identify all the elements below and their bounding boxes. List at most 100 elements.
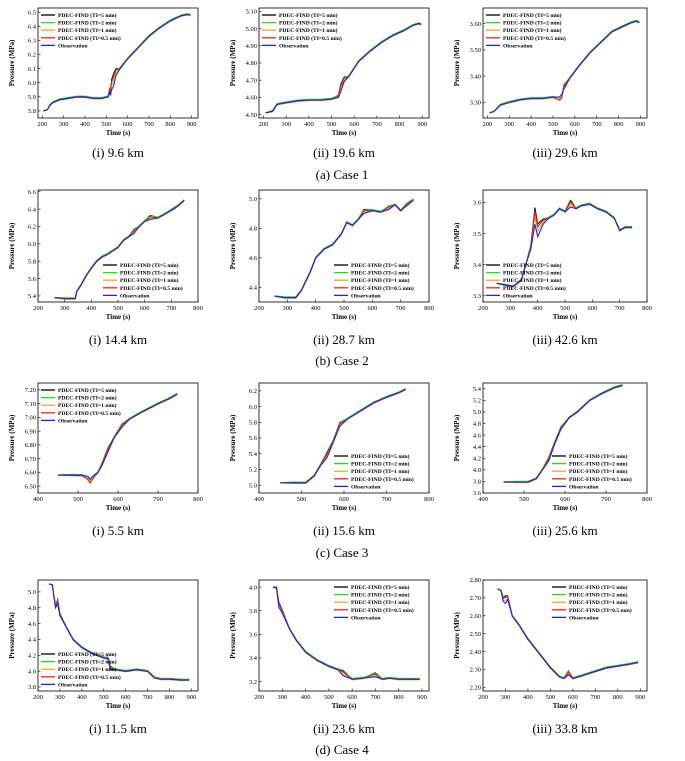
- x-tick-label: 800: [394, 694, 404, 701]
- legend-label: PDEC-FIND (TI=5 min): [569, 584, 628, 591]
- y-tick-label: 5.0: [249, 482, 257, 489]
- x-tick-label: 500: [519, 496, 529, 503]
- y-tick-label: 4.80: [246, 60, 257, 67]
- y-tick-label: 4.4: [28, 637, 37, 644]
- chart-c2c: 200 300 400 500 600 700 800 3.3 3.4 3.5 3.6 Time (s…: [453, 189, 652, 347]
- x-tick-label: 600: [349, 121, 359, 128]
- x-tick-label: 200: [37, 121, 47, 128]
- y-tick-label: 6.60: [25, 470, 36, 477]
- y-tick-label: 4.6: [28, 621, 37, 628]
- legend-label: PDEC-FIND (TI=5 min): [120, 262, 179, 269]
- series-line-ti1: [503, 385, 623, 484]
- x-tick-label: 400: [254, 496, 264, 503]
- legend-label: PDEC-FIND (TI=1 min): [351, 277, 410, 284]
- x-tick-label: 700: [592, 121, 602, 128]
- legend-label: Observation: [569, 484, 599, 490]
- x-tick-label: 700: [601, 496, 611, 503]
- y-tick-label: 3.50: [470, 47, 481, 54]
- legend: PDEC-FIND (TI=5 min)PDEC-FIND (TI=2 min)…: [41, 387, 121, 424]
- x-tick-label: 400: [523, 694, 533, 701]
- x-tick-label: 600: [560, 496, 570, 503]
- x-tick-label: 600: [367, 305, 377, 312]
- legend: PDEC-FIND (TI=5 min)PDEC-FIND (TI=2 min)…: [41, 651, 121, 688]
- x-tick-label: 500: [297, 496, 307, 503]
- y-tick-label: 6.50: [25, 483, 36, 490]
- legend: PDEC-FIND (TI=5 min)PDEC-FIND (TI=2 min)…: [486, 12, 566, 49]
- series-line-observation: [503, 384, 623, 483]
- y-axis-label: Pressure (MPa): [8, 39, 16, 86]
- x-tick-label: 800: [642, 305, 652, 312]
- case-label-1: (a) Case 1: [316, 167, 369, 182]
- legend-label: PDEC-FIND (TI=2 min): [58, 395, 117, 402]
- y-axis-label: Pressure (MPa): [229, 39, 237, 86]
- y-tick-label: 3.8: [473, 479, 481, 486]
- y-tick-label: 5.0: [249, 196, 257, 203]
- legend-label: PDEC-FIND (TI=1 min): [58, 666, 117, 673]
- y-tick-label: 4.8: [28, 605, 36, 612]
- y-tick-label: 4.6: [249, 255, 258, 262]
- legend-label: PDEC-FIND (TI=2 min): [58, 20, 117, 27]
- x-tick-label: 500: [73, 496, 83, 503]
- x-tick-label: 300: [505, 305, 515, 312]
- legend: PDEC-FIND (TI=5 min)PDEC-FIND (TI=2 min)…: [334, 453, 414, 490]
- plot-frame: [37, 579, 199, 692]
- y-tick-label: 4.60: [246, 95, 257, 102]
- y-tick-label: 4.6: [473, 432, 482, 439]
- legend: PDEC-FIND (TI=5 min)PDEC-FIND (TI=2 min)…: [41, 12, 121, 49]
- x-tick-label: 800: [193, 496, 203, 503]
- legend-label: PDEC-FIND (TI=1 min): [351, 599, 410, 606]
- y-tick-label: 4.0: [249, 584, 257, 591]
- y-tick-label: 5.4: [28, 293, 37, 300]
- x-tick-label: 700: [615, 305, 625, 312]
- y-tick-label: 3.8: [249, 608, 257, 615]
- legend: PDEC-FIND (TI=5 min)PDEC-FIND (TI=2 min)…: [486, 262, 566, 299]
- x-tick-label: 900: [187, 694, 197, 701]
- x-tick-label: 800: [642, 496, 652, 503]
- y-tick-label: 3.8: [28, 684, 36, 691]
- x-axis-label: Time (s): [332, 129, 357, 137]
- legend-label: PDEC-FIND (TI=1 min): [569, 599, 628, 606]
- chart-c3b: 400 500 600 700 800 5.0 5.2 5.4 5.6 5.8 6.0 6.2 Time…: [229, 382, 434, 538]
- y-tick-label: 4.0: [473, 467, 481, 474]
- y-tick-label: 3.6: [473, 200, 482, 207]
- y-tick-label: 5.0: [28, 589, 36, 596]
- x-tick-label: 700: [396, 305, 406, 312]
- legend-label: PDEC-FIND (TI=2 min): [279, 20, 338, 27]
- y-tick-label: 6.3: [28, 38, 36, 45]
- plot-frame: [258, 579, 430, 692]
- y-tick-label: 5.0: [473, 409, 481, 416]
- x-tick-label: 400: [301, 694, 311, 701]
- legend-label: PDEC-FIND (TI=2 min): [351, 270, 410, 277]
- x-tick-label: 400: [304, 121, 314, 128]
- y-tick-label: 4.2: [28, 653, 36, 660]
- x-tick-label: 600: [347, 694, 357, 701]
- y-tick-label: 3.6: [473, 490, 482, 497]
- x-tick-label: 300: [282, 305, 292, 312]
- legend: PDEC-FIND (TI=5 min)PDEC-FIND (TI=2 min)…: [552, 584, 632, 621]
- y-tick-label: 3.4: [249, 655, 258, 662]
- x-tick-label: 700: [590, 694, 600, 701]
- y-tick-label: 4.70: [246, 77, 257, 84]
- legend-label: PDEC-FIND (TI=2 min): [351, 592, 410, 599]
- legend-label: PDEC-FIND (TI=1 min): [503, 27, 562, 34]
- y-tick-label: 6.80: [25, 442, 36, 449]
- legend-label: Observation: [503, 293, 533, 299]
- legend-label: PDEC-FIND (TI=1 min): [569, 468, 628, 475]
- legend-label: Observation: [503, 43, 533, 49]
- legend-label: PDEC-FIND (TI=5 min): [503, 262, 562, 269]
- series-line-observation: [274, 199, 414, 299]
- x-tick-label: 500: [324, 694, 334, 701]
- legend-label: PDEC-FIND (TI=0.5 min): [58, 35, 121, 42]
- x-tick-label: 800: [424, 496, 434, 503]
- y-tick-label: 6.70: [25, 456, 36, 463]
- case-label-4: (d) Case 4: [315, 742, 369, 757]
- x-tick-label: 200: [478, 694, 488, 701]
- series-line-observation: [43, 13, 191, 112]
- y-tick-label: 3.6: [249, 632, 258, 639]
- x-tick-label: 400: [77, 694, 87, 701]
- x-tick-label: 700: [371, 694, 381, 701]
- legend-label: PDEC-FIND (TI=5 min): [569, 453, 628, 460]
- x-tick-label: 900: [187, 121, 197, 128]
- y-axis-label: Pressure (MPa): [8, 222, 16, 269]
- subplot-caption: (i) 11.5 km: [89, 721, 147, 736]
